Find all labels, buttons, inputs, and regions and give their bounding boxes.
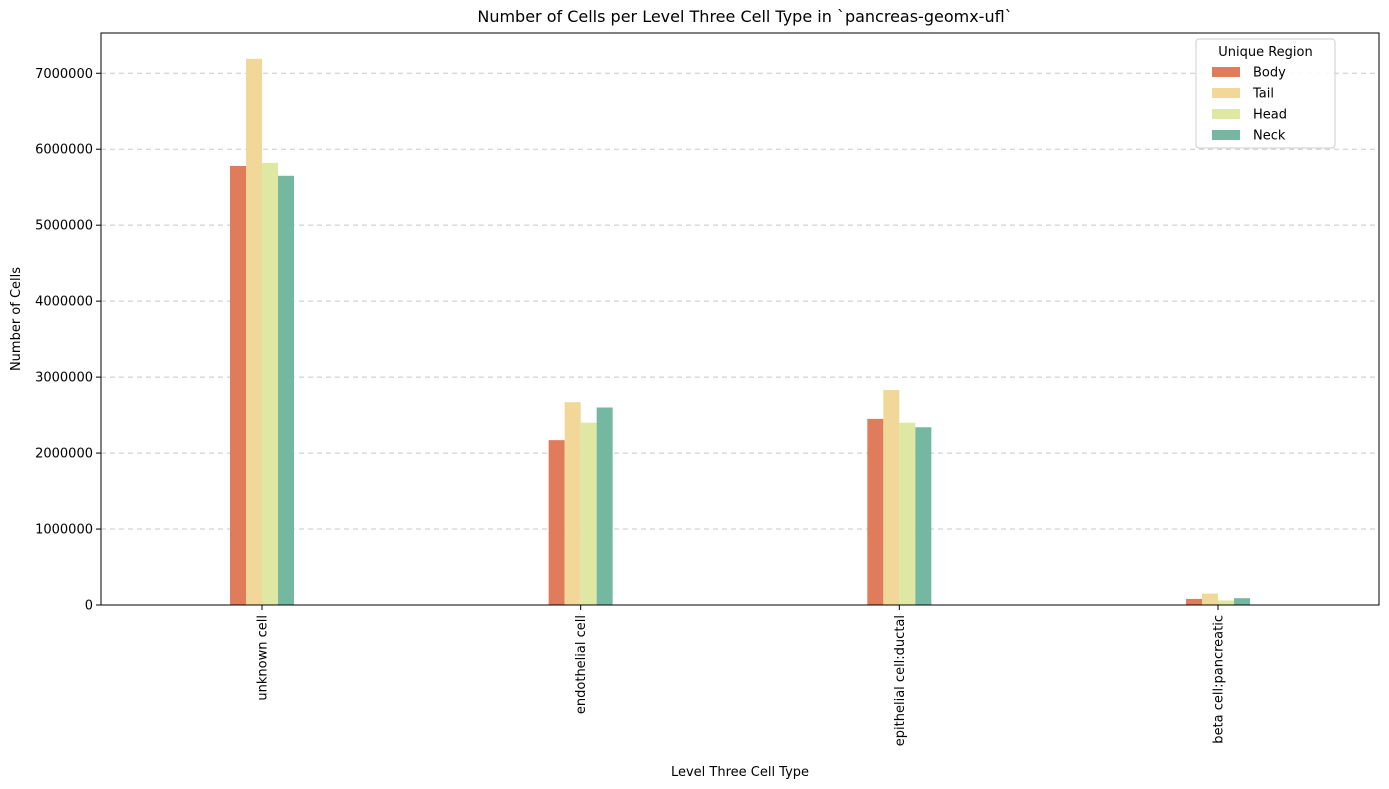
plot-frame xyxy=(100,32,1380,606)
bar-head xyxy=(1218,600,1234,605)
x-tick-label: unknown cell xyxy=(256,615,271,701)
bars xyxy=(230,58,1250,606)
bar-body xyxy=(548,440,565,605)
x-tick-label: epithelial cell:ductal xyxy=(893,615,908,746)
legend-label-tail: Tail xyxy=(1252,87,1274,102)
legend-title: Unique Region xyxy=(1218,45,1313,60)
bar-neck xyxy=(915,427,932,605)
bar-head xyxy=(899,422,916,605)
legend-label-head: Head xyxy=(1253,108,1287,123)
legend-swatch-head xyxy=(1212,109,1240,119)
bar-neck xyxy=(596,407,613,605)
x-tick-label: beta cell:pancreatic xyxy=(1212,615,1227,744)
x-axis-label: Level Three Cell Type xyxy=(671,765,809,780)
bar-tail xyxy=(1202,593,1218,605)
x-tick-label: endothelial cell xyxy=(574,615,589,714)
legend-label-neck: Neck xyxy=(1253,129,1286,144)
y-tick-label: 3000000 xyxy=(35,371,93,386)
y-tick-label: 5000000 xyxy=(35,219,93,234)
bar-body xyxy=(1186,598,1202,605)
y-tick-label: 2000000 xyxy=(35,447,93,462)
y-tick-label: 1000000 xyxy=(35,523,93,538)
y-tick-label: 6000000 xyxy=(35,143,93,158)
bar-tail xyxy=(246,58,262,606)
bar-body xyxy=(867,418,884,605)
bar-body xyxy=(230,165,246,605)
grid-lines xyxy=(101,72,1379,530)
y-tick-label: 4000000 xyxy=(35,295,93,310)
y-tick-label: 7000000 xyxy=(35,67,93,82)
x-axis-ticks: unknown cell endothelial cell epithelial c… xyxy=(256,605,1227,746)
y-axis-label: Number of Cells xyxy=(9,267,24,371)
legend-swatch-tail xyxy=(1212,88,1240,98)
bar-head xyxy=(580,422,597,605)
y-axis-ticks: 0 1000000 2000000 3000000 4000000 5000000 6000… xyxy=(35,67,101,614)
bar-neck xyxy=(278,175,294,605)
chart-title: Number of Cells per Level Three Cell Typ… xyxy=(477,7,1012,26)
legend-swatch-neck xyxy=(1212,130,1240,140)
bar-neck xyxy=(1234,598,1250,605)
legend-swatch-body xyxy=(1212,67,1240,77)
legend-box xyxy=(1195,38,1336,149)
bar-head xyxy=(262,162,278,605)
legend-label-body: Body xyxy=(1253,66,1286,81)
bar-tail xyxy=(883,390,900,605)
bar-tail xyxy=(564,402,581,605)
legend: Unique Region Body Tail Head Neck xyxy=(1195,38,1336,149)
y-tick-label: 0 xyxy=(85,599,93,614)
